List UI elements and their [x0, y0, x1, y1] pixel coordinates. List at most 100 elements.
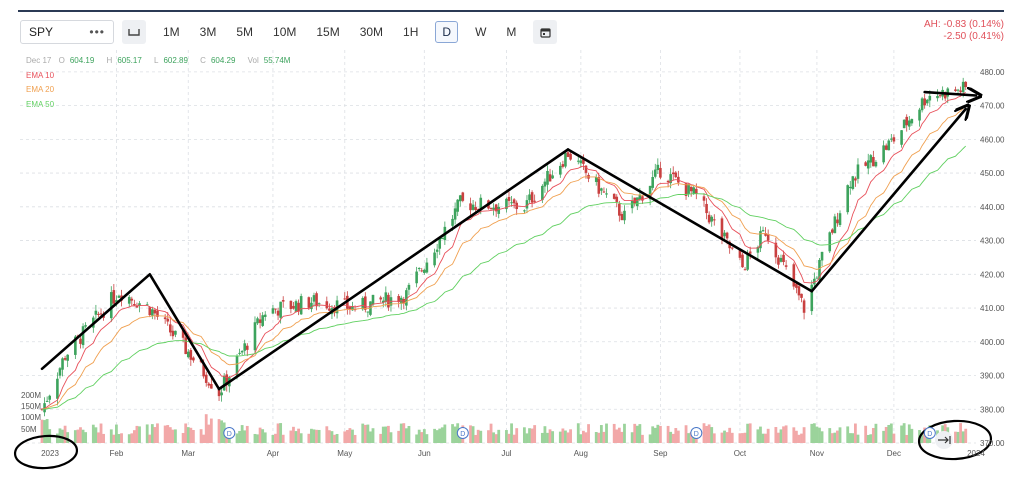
y-tick-label: 410.00: [980, 304, 1005, 313]
tab-10m[interactable]: 10M: [273, 25, 297, 39]
volume-bar: [558, 431, 562, 443]
candle-body: [415, 271, 418, 284]
volume-bar: [800, 433, 803, 443]
tab-15m[interactable]: 15M: [316, 25, 340, 39]
candle-body: [189, 350, 193, 360]
candle-body: [299, 296, 303, 315]
volume-bar: [689, 432, 693, 443]
volume-bar: [366, 424, 370, 443]
candle-body: [684, 183, 688, 197]
candle-body: [666, 180, 670, 183]
x-tick-label: Feb: [110, 449, 124, 458]
candle-body: [777, 257, 780, 265]
candles: [40, 77, 968, 417]
candle-body: [548, 174, 552, 182]
ellipsis-icon[interactable]: •••: [89, 25, 105, 39]
tab-5m[interactable]: 5M: [236, 25, 254, 39]
candle-body: [890, 138, 893, 140]
candle-body: [66, 354, 69, 361]
candle-body: [612, 193, 616, 199]
volume-bar: [204, 414, 208, 443]
candle-body: [171, 330, 175, 337]
tab-w[interactable]: W: [475, 25, 487, 39]
candle-body: [910, 118, 914, 124]
candle-body: [515, 202, 518, 210]
candle-type-icon[interactable]: [122, 20, 146, 44]
candle-body: [135, 305, 139, 308]
candle-body: [959, 90, 962, 93]
volume-bar: [874, 423, 878, 443]
candle-body: [292, 305, 295, 309]
volume-bar: [181, 432, 185, 443]
candle-body: [725, 232, 729, 239]
volume-bar: [48, 429, 52, 443]
candle-body: [361, 297, 365, 310]
candle-body: [366, 311, 370, 313]
volume-bar: [956, 431, 960, 443]
ohlc-legend: Dec 17 O 604.19 H 605.17 L 602.89 C 604.29 V…: [26, 54, 300, 112]
candle-body: [943, 92, 947, 99]
volume-bar: [399, 423, 403, 443]
tab-30m[interactable]: 30M: [359, 25, 384, 39]
volume-bar: [820, 431, 824, 443]
volume-bar: [730, 432, 734, 443]
volume-bar: [674, 428, 678, 443]
volume-bar: [310, 428, 313, 443]
volume-bar: [461, 425, 465, 443]
legend-ema10: EMA 10: [26, 70, 55, 80]
tab-1h[interactable]: 1H: [403, 25, 419, 39]
candle-body: [720, 218, 724, 239]
volume-bar: [492, 432, 496, 443]
volume-bar: [830, 433, 834, 443]
candle-body: [168, 324, 172, 333]
volume-bar: [854, 423, 857, 443]
dividend-marker-label: D: [227, 431, 232, 438]
candle-body: [228, 376, 231, 387]
volume-bar: [512, 434, 516, 443]
volume-bar: [433, 428, 436, 443]
volume-bar: [605, 423, 608, 443]
candle-body: [240, 350, 244, 353]
candle-body: [923, 98, 926, 106]
toolbar: SPY ••• 1M 3M 5M 10M 15M 30M 1H D W M: [20, 19, 558, 45]
volume-bar: [620, 431, 624, 443]
candle-body: [864, 162, 867, 166]
volume-bar: [458, 431, 462, 443]
volume-bar: [274, 433, 277, 443]
annotation-circle-2023: [13, 434, 79, 470]
volume-bar: [415, 434, 419, 443]
calendar-icon[interactable]: [533, 20, 558, 44]
volume-bar: [764, 433, 767, 443]
tab-3m[interactable]: 3M: [199, 25, 217, 39]
candle-body: [99, 313, 103, 315]
volume-bar: [199, 429, 203, 443]
volume-bar: [243, 430, 247, 443]
candle-body: [389, 297, 393, 306]
volume-bar: [597, 432, 601, 443]
candle-body: [94, 310, 98, 315]
tab-1m[interactable]: 1M: [163, 25, 180, 39]
candle-body: [184, 337, 187, 355]
volume-bar: [217, 419, 221, 443]
candle-body: [874, 161, 878, 167]
candle-body: [546, 170, 549, 185]
volume-bar: [263, 432, 267, 443]
symbol-search-box[interactable]: SPY •••: [20, 20, 114, 44]
tab-d[interactable]: D: [435, 21, 459, 43]
volume-bar: [156, 423, 159, 443]
x-tick-label: Mar: [181, 449, 195, 458]
candle-body: [784, 265, 788, 267]
x-tick-label: Oct: [734, 449, 747, 458]
volume-bar: [651, 426, 655, 443]
volume-bar: [166, 425, 170, 443]
candle-body: [74, 336, 77, 355]
x-tick-label: 2023: [41, 449, 59, 458]
candle-body: [505, 198, 508, 210]
volume-bar: [435, 430, 439, 443]
candle-body: [289, 300, 293, 310]
volume-bar: [594, 432, 598, 443]
volume-bar: [97, 432, 100, 443]
tab-m[interactable]: M: [506, 25, 517, 39]
vol-label: Vol: [247, 56, 259, 65]
volume-tick-label: 50M: [21, 425, 37, 434]
